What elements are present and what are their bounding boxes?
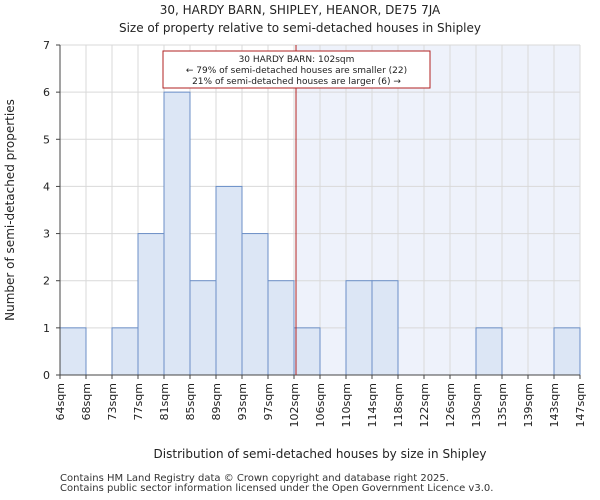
- histogram-bar: [293, 327, 321, 376]
- histogram-bar: [189, 280, 217, 376]
- x-tick-label: 93sqm: [236, 383, 249, 420]
- x-tick-label: 118sqm: [392, 383, 405, 427]
- annotation-line: 21% of semi-detached houses are larger (…: [192, 77, 401, 87]
- x-tick-label: 110sqm: [340, 383, 353, 427]
- x-tick-label: 139sqm: [522, 383, 535, 427]
- y-tick-label: 3: [43, 228, 50, 241]
- x-tick-label: 64sqm: [54, 383, 67, 420]
- y-tick-label: 5: [43, 133, 50, 146]
- chart-subtitle: Size of property relative to semi-detach…: [118, 21, 481, 35]
- annotation-line: ← 79% of semi-detached houses are smalle…: [186, 66, 407, 76]
- x-tick-label: 114sqm: [366, 383, 379, 427]
- histogram-bar: [59, 327, 87, 376]
- histogram-bar: [215, 185, 243, 376]
- histogram-bar: [267, 280, 295, 376]
- x-tick-label: 135sqm: [496, 383, 509, 427]
- y-tick-label: 4: [43, 180, 50, 193]
- y-tick-label: 7: [43, 39, 50, 52]
- histogram-bar: [111, 327, 139, 376]
- x-tick-label: 81sqm: [158, 383, 171, 420]
- footer-line-1: Contains HM Land Registry data © Crown c…: [60, 473, 449, 484]
- larger-region-shade: [296, 45, 580, 375]
- x-tick-label: 122sqm: [418, 383, 431, 427]
- x-tick-label: 130sqm: [470, 383, 483, 427]
- histogram-bar: [345, 280, 373, 376]
- histogram-bar: [163, 91, 191, 376]
- histogram-bar: [553, 327, 581, 376]
- x-tick-label: 143sqm: [548, 383, 561, 427]
- y-tick-label: 2: [43, 275, 50, 288]
- x-tick-label: 73sqm: [106, 383, 119, 420]
- histogram-bar: [475, 327, 503, 376]
- x-tick-label: 126sqm: [444, 383, 457, 427]
- x-axis-label: Distribution of semi-detached houses by …: [154, 447, 487, 461]
- x-tick-label: 102sqm: [288, 383, 301, 427]
- annotation-line: 30 HARDY BARN: 102sqm: [239, 55, 355, 65]
- histogram-bar: [241, 233, 269, 376]
- histogram-bar: [371, 280, 399, 376]
- y-tick-label: 1: [43, 322, 50, 335]
- x-tick-label: 97sqm: [262, 383, 275, 420]
- histogram-bar: [137, 233, 165, 376]
- x-tick-label: 106sqm: [314, 383, 327, 427]
- x-tick-label: 85sqm: [184, 383, 197, 420]
- y-tick-label: 6: [43, 86, 50, 99]
- x-tick-label: 77sqm: [132, 383, 145, 420]
- y-tick-label: 0: [43, 369, 50, 382]
- chart-title: 30, HARDY BARN, SHIPLEY, HEANOR, DE75 7J…: [159, 3, 441, 17]
- x-tick-label: 147sqm: [574, 383, 587, 427]
- footer-line-2: Contains public sector information licen…: [60, 483, 494, 494]
- x-tick-label: 68sqm: [80, 383, 93, 420]
- x-tick-label: 89sqm: [210, 383, 223, 420]
- y-axis-label: Number of semi-detached properties: [3, 99, 17, 321]
- annotation-box: [162, 50, 431, 89]
